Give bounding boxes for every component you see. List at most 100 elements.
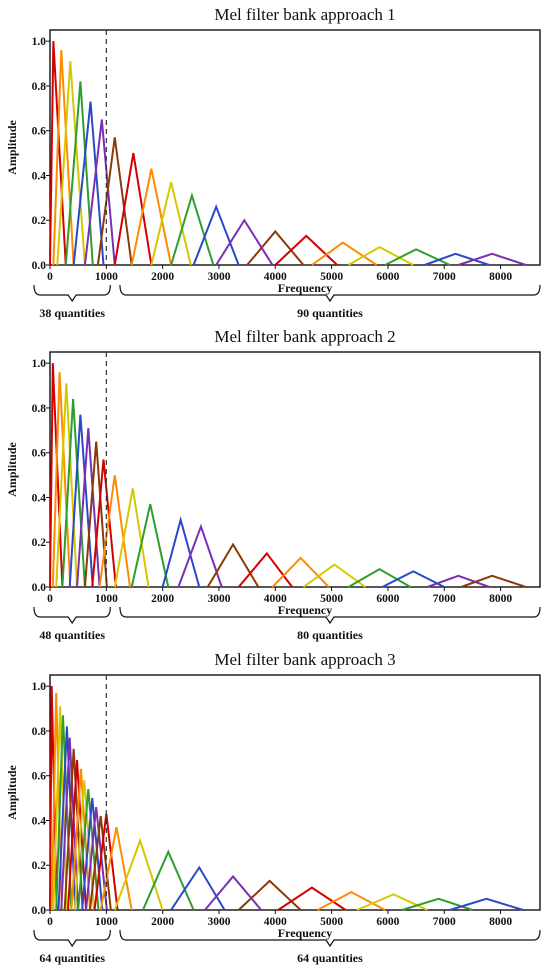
filter-triangle-19 xyxy=(170,865,226,911)
filter-triangle-20 xyxy=(427,574,490,588)
x-axis-label: Frequency xyxy=(278,603,332,617)
filter-triangle-13 xyxy=(177,523,223,588)
filter-triangle-20 xyxy=(204,874,262,911)
chart-panel-2: Mel filter bank approach 2 0.0 0.2 0.4 0.6 0.… xyxy=(5,327,541,642)
x-tick-label: 3000 xyxy=(207,271,230,283)
chart-panel-3: Mel filter bank approach 3 0.0 0.2 0.4 0.6 0.… xyxy=(5,650,541,965)
filter-triangle-6 xyxy=(76,428,101,588)
y-tick-label: 0.2 xyxy=(32,860,47,872)
y-tick-label: 0.8 xyxy=(32,726,47,738)
filter-triangle-26 xyxy=(449,897,524,911)
filter-triangle-9 xyxy=(130,168,173,266)
filter-triangle-7 xyxy=(96,137,133,266)
chart-title: Mel filter bank approach 3 xyxy=(214,650,395,669)
x-tick-label: 2000 xyxy=(151,916,174,928)
x-tick-label: 0 xyxy=(47,593,53,605)
group-label-1: 38 quantities xyxy=(39,306,105,320)
y-axis-label: Amplitude xyxy=(5,119,19,174)
filter-triangle-21 xyxy=(460,574,527,588)
chart-title: Mel filter bank approach 1 xyxy=(214,5,395,24)
filter-triangle-16 xyxy=(311,241,378,266)
y-tick-label: 0.6 xyxy=(32,126,47,138)
filter-triangle-12 xyxy=(192,204,240,266)
chart-title: Mel filter bank approach 2 xyxy=(214,327,395,346)
filter-triangle-10 xyxy=(113,488,150,588)
filter-triangle-17 xyxy=(302,563,366,588)
y-tick-label: 0.4 xyxy=(32,815,47,827)
filter-triangle-9 xyxy=(98,474,131,588)
group-label-1: 48 quantities xyxy=(39,628,105,642)
filter-triangle-17 xyxy=(348,245,414,266)
x-tick-label: 5000 xyxy=(320,593,343,605)
filter-triangle-20 xyxy=(458,252,527,266)
x-tick-label: 1000 xyxy=(95,593,118,605)
group-brace-1 xyxy=(33,606,111,625)
x-tick-label: 6000 xyxy=(376,916,399,928)
filter-triangle-10 xyxy=(150,181,192,266)
y-tick-label: 1.0 xyxy=(32,358,47,370)
x-tick-label: 7000 xyxy=(433,916,456,928)
filter-triangle-16 xyxy=(271,556,330,588)
x-tick-label: 4000 xyxy=(264,593,287,605)
plot-frame xyxy=(49,29,541,266)
group-brace-1 xyxy=(33,929,111,948)
x-tick-label: 3000 xyxy=(207,593,230,605)
x-tick-label: 4000 xyxy=(264,916,287,928)
y-tick-label: 0.0 xyxy=(32,582,47,594)
filter-triangle-11 xyxy=(170,192,215,266)
filter-triangle-21 xyxy=(237,879,302,911)
x-tick-label: 0 xyxy=(47,916,53,928)
y-tick-label: 0.4 xyxy=(32,492,47,504)
filter-triangle-18 xyxy=(384,248,451,266)
x-axis-label: Frequency xyxy=(278,926,332,940)
filter-triangle-2 xyxy=(50,692,63,911)
filter-triangle-11 xyxy=(130,503,170,588)
y-tick-label: 0.8 xyxy=(32,403,47,415)
filter-triangle-6 xyxy=(83,119,116,266)
y-tick-label: 0.6 xyxy=(32,771,47,783)
x-tick-label: 5000 xyxy=(320,271,343,283)
filter-triangle-12 xyxy=(161,516,201,588)
x-tick-label: 6000 xyxy=(376,593,399,605)
x-tick-label: 2000 xyxy=(151,271,174,283)
filter-triangle-25 xyxy=(401,897,473,911)
group-brace-2 xyxy=(119,284,541,303)
y-tick-label: 1.0 xyxy=(32,36,47,48)
y-tick-label: 0.2 xyxy=(32,215,47,227)
filter-triangle-7 xyxy=(83,441,108,588)
group-label-2: 90 quantities xyxy=(297,306,363,320)
x-tick-label: 4000 xyxy=(264,271,287,283)
filter-triangle-15 xyxy=(237,551,293,588)
filter-triangle-22 xyxy=(277,886,347,911)
x-tick-label: 8000 xyxy=(489,593,512,605)
y-tick-label: 0.8 xyxy=(32,81,47,93)
x-tick-label: 1000 xyxy=(95,271,118,283)
filter-triangle-15 xyxy=(274,234,338,266)
filter-triangle-23 xyxy=(317,890,386,911)
x-tick-label: 5000 xyxy=(320,916,343,928)
filter-triangle-2 xyxy=(52,50,75,266)
chart-panel-1: Mel filter bank approach 1 0.0 0.2 0.4 0.6 0.… xyxy=(5,5,541,320)
group-label-1: 64 quantities xyxy=(39,951,105,965)
x-tick-label: 7000 xyxy=(433,271,456,283)
y-tick-label: 0.0 xyxy=(32,905,47,917)
y-axis-label: Amplitude xyxy=(5,441,19,496)
x-tick-label: 6000 xyxy=(376,271,399,283)
filter-triangle-14 xyxy=(246,229,305,266)
x-tick-label: 2000 xyxy=(151,593,174,605)
x-tick-label: 0 xyxy=(47,271,53,283)
filter-triangle-18 xyxy=(142,849,195,911)
plot-frame xyxy=(49,674,541,911)
filter-triangle-13 xyxy=(215,218,274,266)
group-brace-1 xyxy=(33,284,111,303)
x-tick-label: 3000 xyxy=(207,916,230,928)
y-tick-label: 0.6 xyxy=(32,448,47,460)
y-tick-label: 0.2 xyxy=(32,537,47,549)
filter-triangle-13 xyxy=(85,806,108,911)
x-tick-label: 8000 xyxy=(489,916,512,928)
y-tick-label: 0.0 xyxy=(32,260,47,272)
group-label-2: 64 quantities xyxy=(297,951,363,965)
plot-frame xyxy=(49,351,541,588)
x-tick-label: 8000 xyxy=(489,271,512,283)
